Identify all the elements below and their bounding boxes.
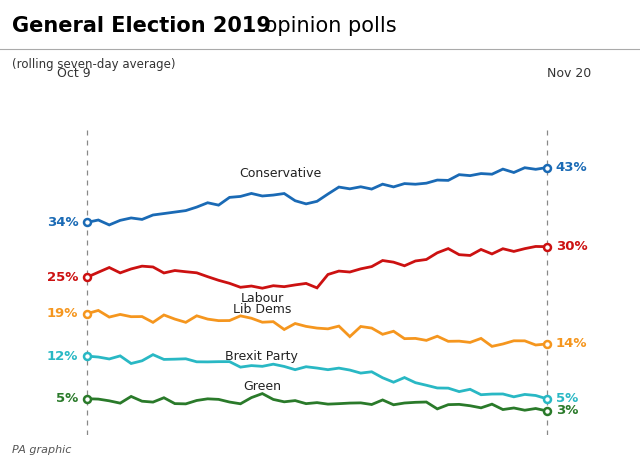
- Text: opinion polls: opinion polls: [258, 16, 397, 36]
- Text: PA graphic: PA graphic: [12, 444, 71, 455]
- Text: Green: Green: [243, 380, 281, 393]
- Text: 30%: 30%: [556, 240, 588, 253]
- Text: 19%: 19%: [47, 307, 78, 320]
- Text: 14%: 14%: [556, 338, 588, 350]
- Text: 3%: 3%: [556, 404, 578, 417]
- Text: Brexit Party: Brexit Party: [225, 350, 298, 363]
- Text: Nov 20: Nov 20: [547, 67, 592, 80]
- Text: 25%: 25%: [47, 270, 78, 283]
- Text: General Election 2019: General Election 2019: [12, 16, 271, 36]
- Text: 34%: 34%: [47, 216, 78, 229]
- Text: 5%: 5%: [56, 392, 78, 405]
- Text: 12%: 12%: [47, 350, 78, 363]
- Text: 5%: 5%: [556, 392, 578, 405]
- Text: Conservative: Conservative: [239, 167, 321, 180]
- Text: (rolling seven-day average): (rolling seven-day average): [12, 58, 175, 71]
- Text: Labour: Labour: [240, 292, 284, 305]
- Text: Lib Dems: Lib Dems: [233, 303, 291, 316]
- Text: Oct 9: Oct 9: [57, 67, 90, 80]
- Text: 43%: 43%: [556, 161, 588, 174]
